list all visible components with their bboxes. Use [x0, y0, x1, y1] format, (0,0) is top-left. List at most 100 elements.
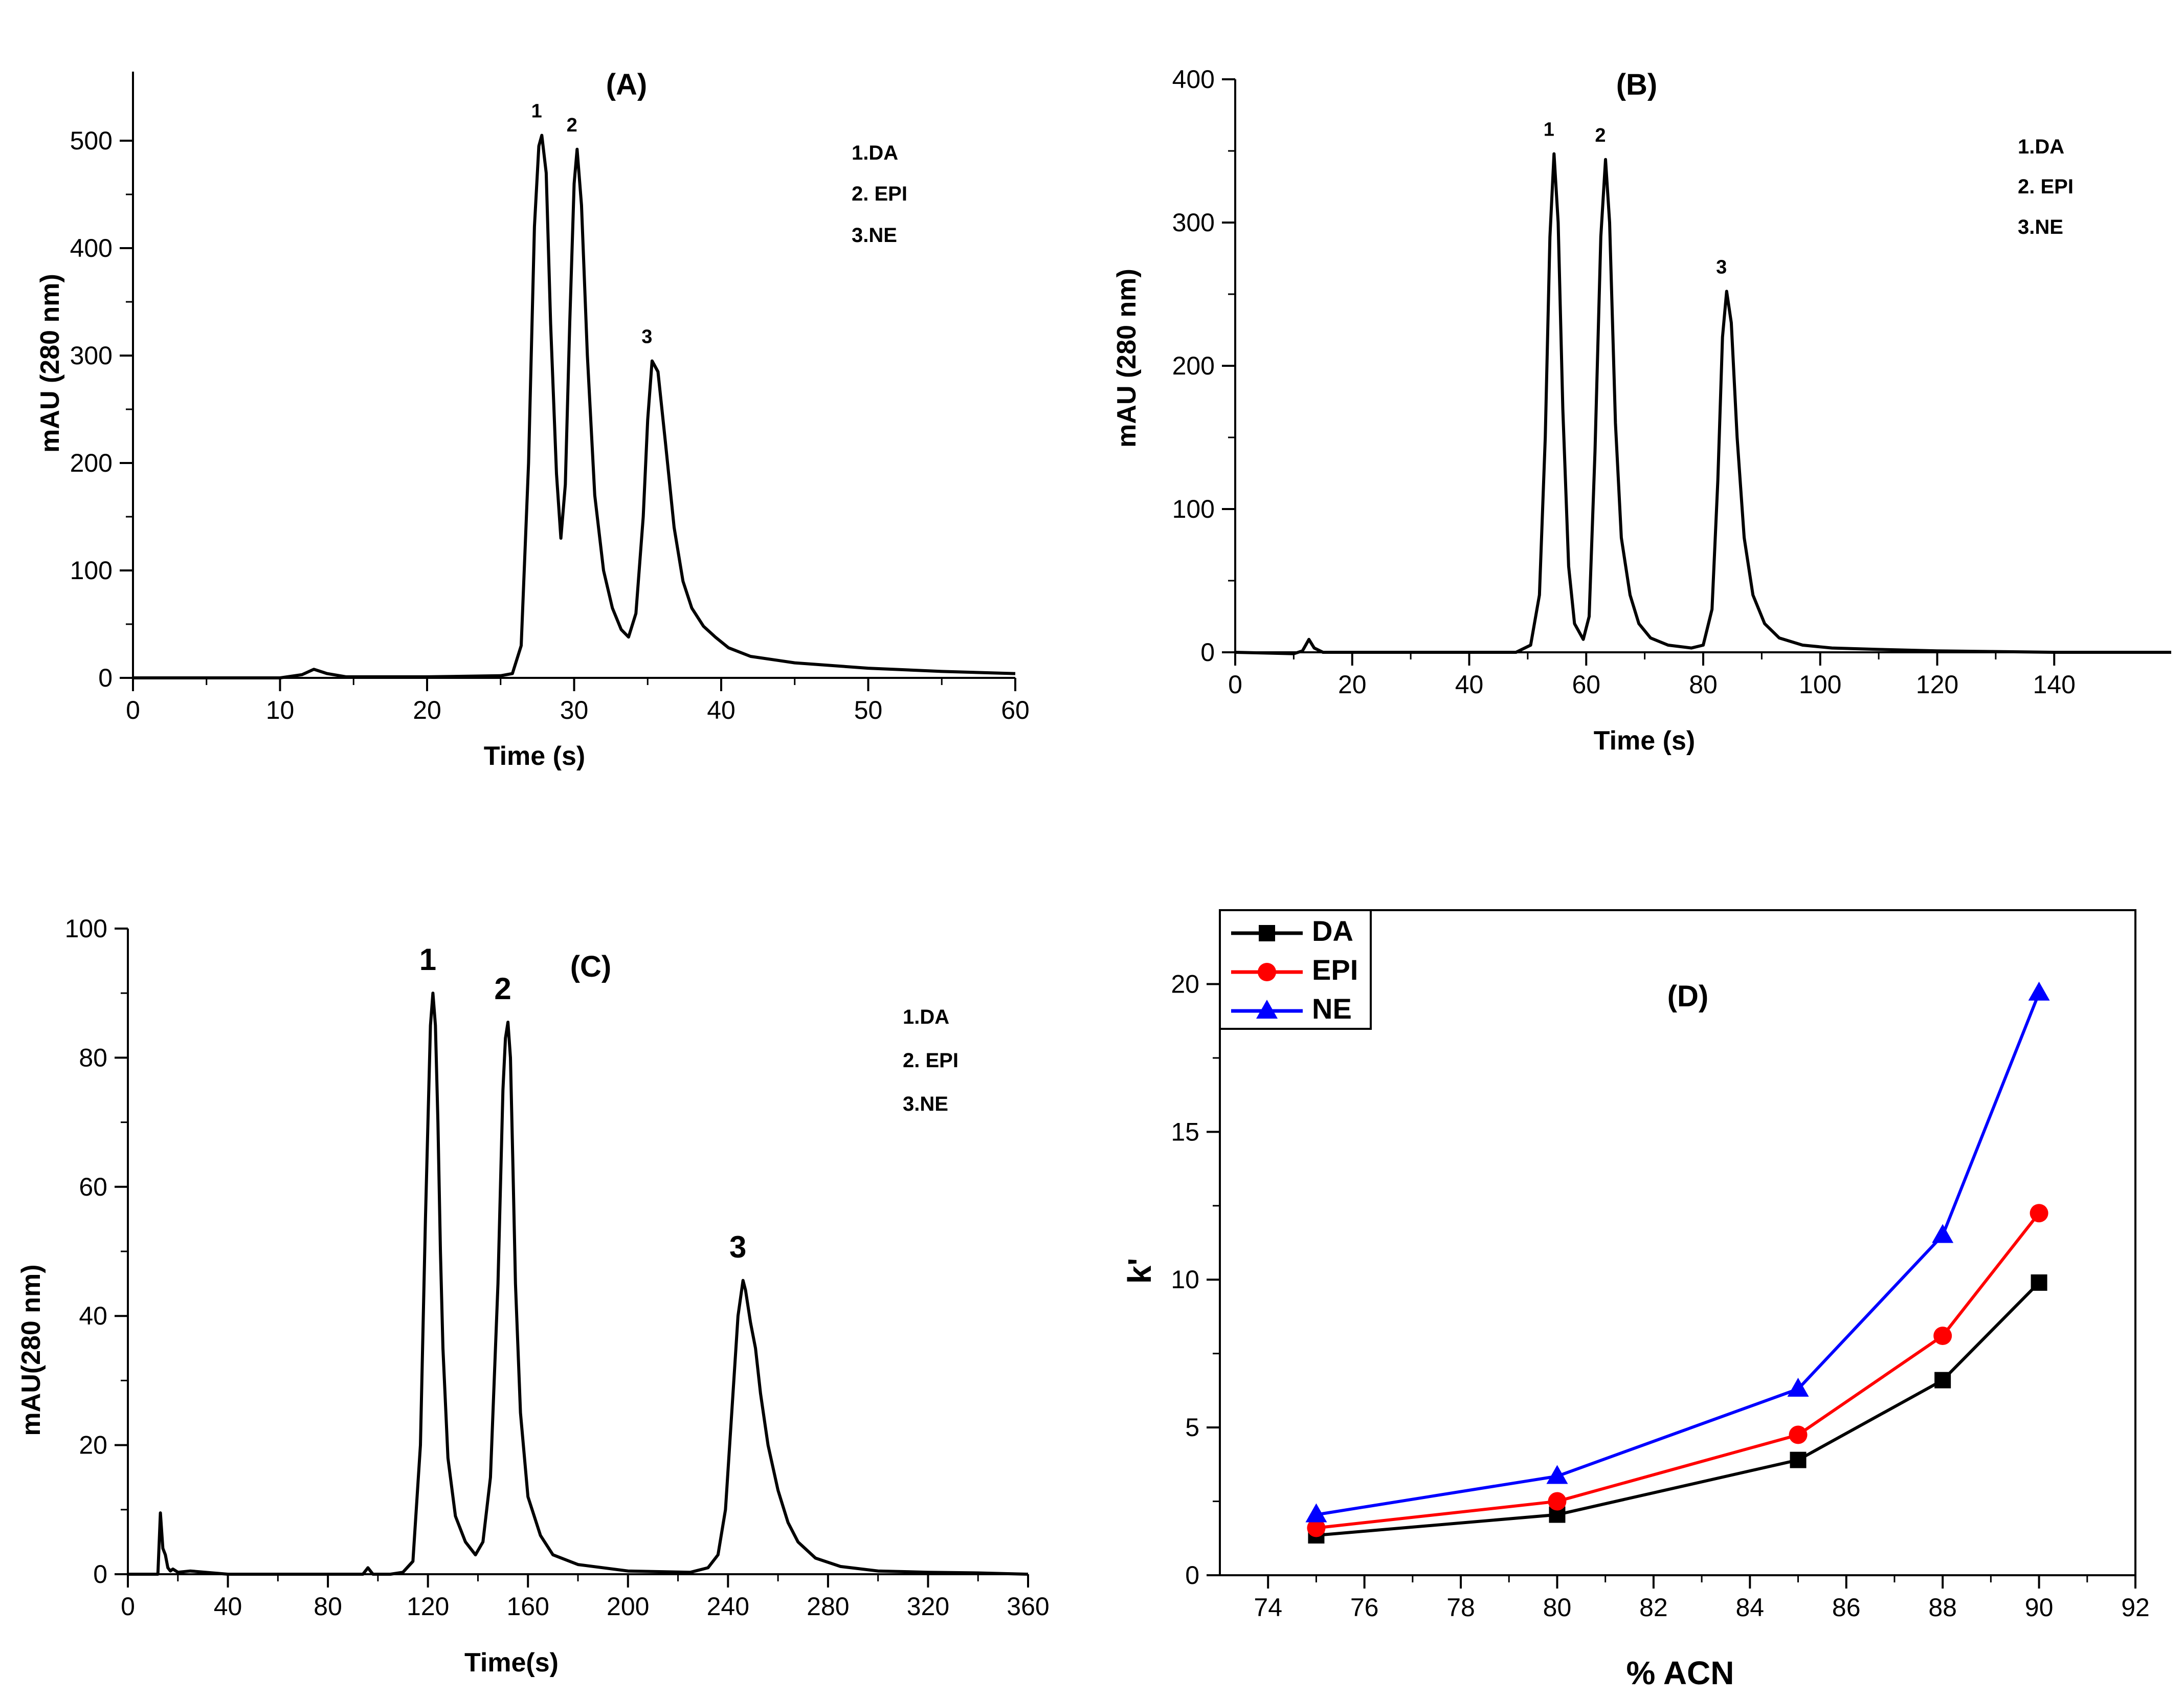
chart-a-x-tick-label: 0: [126, 696, 140, 724]
chart-d-plot-frame: [1219, 909, 2136, 1576]
chart-b-x-tick-label: 120: [1916, 670, 1958, 699]
chart-c-x-tick-label: 0: [121, 1592, 135, 1621]
chart-b-x-tick-label: 140: [2033, 670, 2076, 699]
chart-b-x-tick-label: 0: [1228, 670, 1242, 699]
chart-b-x-tick-label: 60: [1572, 670, 1600, 699]
chart-d-legend-marker-da: [1259, 925, 1275, 941]
chart-c-y-tick-label: 0: [93, 1560, 107, 1589]
chart-d-y-tick-label: 10: [1171, 1265, 1199, 1294]
chart-b-peak-label-2: 2: [1595, 125, 1606, 146]
chart-b-ylabel: mAU (280 nm): [1112, 269, 1142, 448]
chart-b-title: (B): [1616, 68, 1658, 101]
chart-a-x-tick-label: 50: [854, 696, 883, 724]
chart-a-marks: 1 2 3: [133, 101, 1016, 679]
chart-c-y-tick-label: 40: [79, 1302, 107, 1330]
chart-d-legend-item-epi: EPI: [1312, 954, 1358, 986]
chart-a-chromatogram-line: [133, 134, 1016, 679]
chart-d-legend-box: [1219, 909, 1372, 1030]
chart-b-peak-label-1: 1: [1544, 119, 1554, 141]
chart-a-peak-label-3: 3: [641, 326, 652, 348]
chart-d-legend-marker-epi: [1258, 963, 1276, 981]
chart-d-x-tick-label: 80: [1543, 1593, 1572, 1622]
chart-a-peak-label-2: 2: [567, 115, 577, 136]
chart-a-y-tick-label: 0: [98, 664, 113, 692]
chart-b-legend-item-3: 3.NE: [2018, 216, 2063, 238]
chart-a-legend-item-3: 3.NE: [852, 224, 897, 247]
chart-c-x-tick-label: 120: [407, 1592, 449, 1621]
chart-b-legend-item-2: 2. EPI: [2018, 175, 2074, 198]
chart-d-x-tick-label: 76: [1350, 1593, 1379, 1622]
chart-d-marks: [1305, 981, 2050, 1544]
chart-c-x-tick-label: 280: [807, 1592, 849, 1621]
chart-c-marks: 1 2 3: [128, 942, 1029, 1576]
chart-d-y-tick-label: 15: [1171, 1117, 1199, 1146]
chart-d-y-tick-label: 20: [1171, 969, 1199, 998]
chart-b-y-tick-label: 200: [1172, 351, 1215, 380]
chart-a-peak-label-1: 1: [531, 101, 542, 122]
chart-d-legend-item-ne: NE: [1312, 993, 1352, 1025]
chart-a-y-tick-label: 400: [70, 234, 113, 262]
chart-b-x-tick-label: 80: [1689, 670, 1718, 699]
chart-d-epi-point: [1933, 1327, 1952, 1345]
chart-c-y-tick-label: 20: [79, 1431, 107, 1460]
chart-a-x-tick-label: 60: [1001, 696, 1030, 724]
chart-d-x-tick-label: 78: [1446, 1593, 1475, 1622]
chart-b-legend-item-1: 1.DA: [2018, 136, 2064, 158]
chart-b-chromatogram-line: [1235, 152, 2171, 655]
chart-b-y-tick-label: 100: [1172, 495, 1215, 523]
chart-d-epi-point: [1548, 1492, 1567, 1511]
chart-d-ne-point: [1546, 1465, 1568, 1484]
chart-d-svg: 74 76 78 80 82 84 86 88 90 92 0 5 10 15 20 (D) % ACN k…: [1121, 909, 2150, 1691]
chart-c-legend-item-1: 1.DA: [903, 1006, 949, 1028]
chart-b-x-tick-label: 40: [1455, 670, 1484, 699]
chart-c-legend-item-3: 3.NE: [903, 1093, 948, 1115]
chart-c-x-tick-label: 160: [507, 1592, 549, 1621]
chart-d-series-ne-line: [1316, 992, 2041, 1516]
chart-d-ne-point: [1787, 1378, 1809, 1397]
chart-d-da-point: [1934, 1372, 1951, 1389]
chart-d-xlabel: % ACN: [1626, 1655, 1734, 1691]
chart-panel-c: 0 40 80 120 160 200 240 280 320 360 0 20 40 60 80 100 1…: [0, 849, 1092, 1697]
chart-a-x-tick-label: 30: [560, 696, 589, 724]
chart-a-y-tick-label: 300: [70, 341, 113, 370]
chart-a-ylabel: mAU (280 nm): [35, 274, 65, 453]
chart-a-title: (A): [606, 68, 648, 101]
chart-b-axes: 0 20 40 60 80 100 120 140 0 100 200 300 400: [1172, 65, 2171, 699]
chart-d-legend-item-da: DA: [1312, 915, 1353, 947]
chart-d-x-tick-label: 90: [2025, 1593, 2054, 1622]
chart-b-xlabel: Time (s): [1594, 726, 1695, 756]
chart-c-x-tick-label: 240: [707, 1592, 749, 1621]
chart-c-peak-label-2: 2: [494, 972, 511, 1006]
chart-d-axes: 74 76 78 80 82 84 86 88 90 92 0 5 10 15 20: [1171, 909, 2150, 1622]
chart-c-x-tick-label: 40: [214, 1592, 242, 1621]
chart-c-title: (C): [570, 950, 612, 983]
chart-d-x-tick-label: 88: [1928, 1593, 1957, 1622]
chart-d-x-tick-label: 92: [2121, 1593, 2150, 1622]
chart-a-x-tick-label: 20: [413, 696, 441, 724]
chart-d-da-point: [1790, 1451, 1807, 1468]
chart-d-ne-point: [1305, 1503, 1327, 1523]
chart-d-epi-point: [2030, 1204, 2048, 1223]
chart-a-legend-item-2: 2. EPI: [852, 183, 907, 205]
chart-c-y-tick-label: 100: [65, 914, 107, 943]
chart-c-x-tick-label: 80: [314, 1592, 342, 1621]
chart-d-y-tick-label: 5: [1185, 1413, 1199, 1442]
chart-c-y-tick-label: 80: [79, 1043, 107, 1072]
chart-d-ne-point: [2028, 981, 2050, 1001]
chart-d-legend: DA EPI NE: [1219, 909, 1372, 1030]
chart-b-x-tick-label: 100: [1799, 670, 1841, 699]
chart-c-legend-item-2: 2. EPI: [903, 1049, 959, 1072]
chart-b-y-tick-label: 0: [1200, 638, 1215, 667]
chart-d-x-tick-label: 86: [1832, 1593, 1861, 1622]
chart-d-x-tick-label: 84: [1736, 1593, 1765, 1622]
chart-d-x-tick-label: 82: [1639, 1593, 1668, 1622]
chart-a-x-tick-label: 40: [707, 696, 736, 724]
chart-a-axes: 0 10 20 30 40 50 60 0 100 200 300 400 500: [70, 72, 1030, 724]
chart-b-y-tick-label: 300: [1172, 208, 1215, 237]
chart-d-title: (D): [1667, 980, 1709, 1013]
chart-d-ylabel: k': [1121, 1258, 1158, 1284]
chart-a-xlabel: Time (s): [484, 741, 585, 771]
chart-a-y-tick-label: 500: [70, 126, 113, 155]
chart-c-x-tick-label: 360: [1007, 1592, 1049, 1621]
